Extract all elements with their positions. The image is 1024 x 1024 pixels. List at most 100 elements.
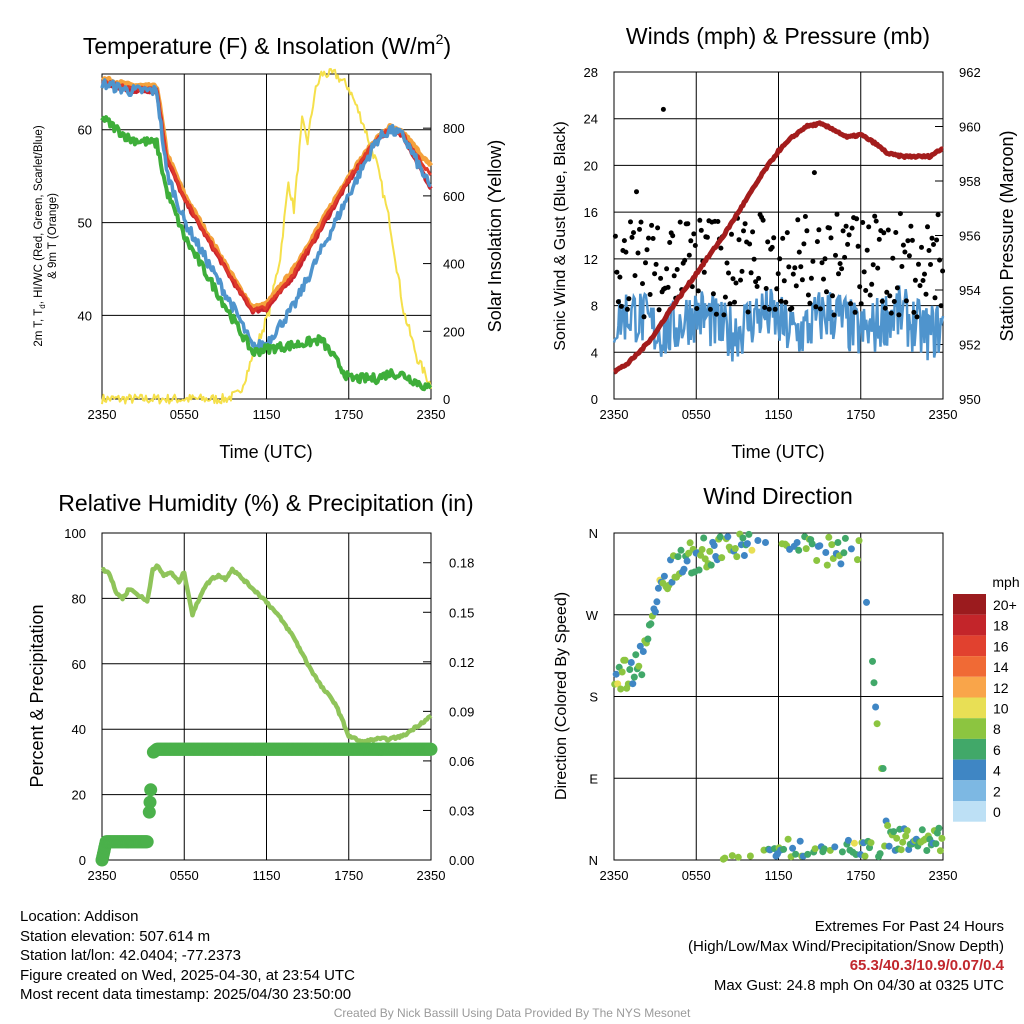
gust-point [799, 277, 805, 283]
precip-point [144, 783, 158, 797]
wind-direction-y-tick-label: N [589, 526, 598, 541]
humidity-x-tick-label: 0550 [170, 868, 199, 883]
wind-direction-point [918, 826, 926, 834]
gust-point [763, 286, 769, 291]
wind-direction-point [811, 845, 819, 853]
gust-point [827, 225, 832, 231]
wind-direction-point [847, 545, 855, 553]
wind-direction-point [612, 670, 620, 678]
gust-point [821, 276, 826, 282]
gust-point [739, 268, 745, 274]
wind-direction-point [618, 668, 626, 676]
gust-point [638, 219, 644, 225]
wind-direction-point [639, 648, 647, 655]
pressure-y-axis-label: Station Pressure (Maroon) [997, 130, 1017, 341]
gust-point [899, 264, 905, 269]
gust-point [774, 286, 780, 292]
gust-point [891, 299, 897, 304]
gust-point [916, 261, 921, 267]
wind-direction-point [695, 566, 703, 574]
gust-point [671, 273, 677, 279]
wind-direction-point [850, 839, 858, 847]
gust-point [765, 239, 771, 245]
extremes-box: Extremes For Past 24 Hours (High/Low/Max… [688, 917, 1004, 995]
wind-direction-point [792, 850, 800, 858]
gust-point [813, 304, 819, 310]
pressure-y-tick-label: 954 [959, 283, 981, 298]
wind-direction-point [677, 546, 685, 554]
wind-direction-point [863, 598, 870, 606]
gust-point [860, 220, 866, 225]
gust-point [842, 254, 848, 260]
speed-legend-swatch [953, 801, 986, 822]
wind-direction-point [795, 546, 803, 554]
gust-point [814, 239, 820, 245]
speed-legend-label: 16 [993, 638, 1009, 654]
precip-y-tick-label: 0.00 [449, 853, 474, 868]
insolation-y-tick-label: 600 [443, 189, 465, 204]
gust-point [819, 260, 825, 266]
wind-direction-point [936, 847, 944, 855]
wind-y-tick-label: 4 [591, 345, 598, 360]
wind-direction-point [899, 838, 907, 846]
gust-point [817, 306, 823, 312]
gust-point [875, 265, 881, 271]
station-location: Location: Addison [20, 908, 139, 925]
wind-direction-point [834, 539, 842, 546]
insolation-series-line [101, 68, 432, 405]
wind-direction-point [718, 554, 726, 562]
gust-point [733, 280, 739, 286]
gust-point [653, 261, 659, 267]
pressure-y-tick-label: 956 [959, 229, 981, 244]
temperature-y-axis-label-line2: & 9m T (Orange) [47, 193, 59, 279]
max-gust: Max Gust: 24.8 mph On 04/30 at 0325 UTC [713, 976, 1004, 994]
gust-point [867, 292, 873, 298]
gust-point [617, 274, 623, 280]
gust-point [845, 241, 851, 247]
gust-point [777, 256, 783, 262]
gust-point [846, 232, 852, 238]
gust-point [736, 237, 742, 243]
recent-timestamp: Most recent data timestamp: 2025/04/30 2… [20, 986, 352, 1003]
temperature-x-axis-label: Time (UTC) [219, 442, 312, 462]
wind-x-tick-label: 2350 [600, 407, 629, 422]
pressure-y-tick-label: 958 [959, 174, 981, 189]
gust-point [828, 235, 834, 241]
gust-point [780, 235, 786, 241]
wind-direction-point [893, 834, 901, 842]
gust-point [869, 281, 875, 287]
speed-legend-swatch [953, 614, 986, 636]
precip-y-tick-label: 0.03 [449, 803, 474, 818]
gust-point [937, 257, 943, 263]
gust-point [753, 279, 759, 285]
wind-direction-point [876, 850, 884, 858]
gust-point [623, 249, 629, 255]
temperature-x-tick-label: 1150 [253, 407, 281, 422]
wind-direction-point [802, 545, 810, 553]
gust-point [839, 266, 845, 272]
wind-x-tick-label: 1750 [846, 407, 875, 422]
pressure-y-tick-label: 952 [959, 338, 981, 353]
gust-point [730, 276, 736, 282]
gust-point [647, 292, 653, 297]
humidity-y-tick-label: 20 [72, 788, 86, 803]
gust-point [732, 299, 737, 305]
gust-point [766, 306, 772, 312]
wind-direction-point [813, 557, 821, 564]
wind-direction-y-axis-label: Direction (Colored By Speed) [553, 592, 570, 800]
gust-point [833, 252, 838, 258]
gust-point [870, 262, 876, 268]
speed-legend-title: mph [992, 574, 1019, 590]
humidity-y-tick-label: 0 [79, 853, 86, 868]
wind-direction-point [854, 556, 861, 564]
gust-point [793, 283, 799, 289]
gust-point [667, 240, 673, 245]
insolation-y-tick-label: 0 [443, 392, 450, 407]
wind-direction-point [938, 834, 946, 842]
gust-point [632, 273, 638, 279]
temperature-x-tick-label: 2350 [417, 407, 446, 422]
gust-point [931, 242, 936, 247]
credit-line: Created By Nick Bassill Using Data Provi… [333, 1006, 691, 1020]
gust-point [646, 235, 651, 241]
gust-point [903, 298, 909, 304]
